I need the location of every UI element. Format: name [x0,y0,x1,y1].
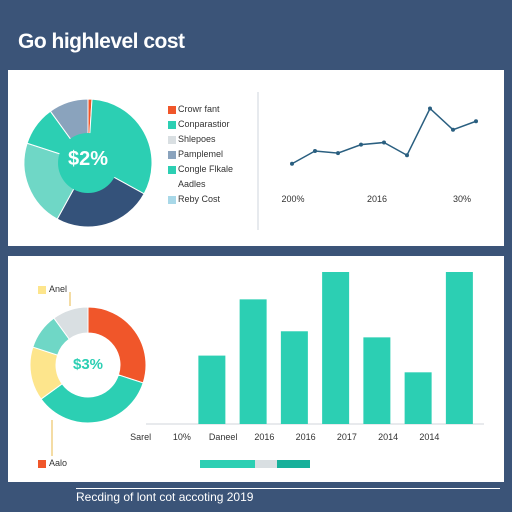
legend-item: Conparastior [168,119,230,131]
line-x-tick: 30% [452,194,472,204]
legend-label: Crowr fant [178,104,220,114]
bar [322,272,350,424]
line-point [359,142,363,147]
legend-label: Anel [49,284,68,294]
page-title: Go highlevel cost [18,30,185,53]
bar-x-tick: 2016 [295,432,316,442]
bar [445,272,473,424]
legend-label: Congle Flkale [178,164,234,174]
legend-item: Reby Cost [168,194,221,206]
legend-item: Aadles [178,179,206,191]
legend-label: Conparastior [178,119,230,129]
top-donut-center-label: $2% [67,148,109,170]
line-point [336,151,340,156]
pie-slice [53,306,89,340]
footer-bar-segment [200,460,255,468]
bar [363,337,391,424]
line-x-tick: 200% [281,194,305,204]
bar [404,372,432,424]
bar [280,331,308,424]
legend-item: Shlepoes [168,134,216,146]
line-point [405,153,409,158]
legend-swatch [38,460,46,468]
bar-x-tick: Daneel [208,432,238,442]
legend-label: Aalo [49,458,68,468]
legend-swatch [168,151,176,159]
legend-label: Aadles [178,179,206,189]
bar-x-tick: Sarel [130,432,152,442]
pie-slice [87,306,147,384]
line-point [474,119,478,124]
line-point [382,140,386,145]
legend-label: Pamplemel [178,149,224,159]
line-point [313,149,317,153]
bar [239,299,267,424]
line-x-tick: 2016 [366,194,388,204]
legend-label: Shlepoes [178,134,216,144]
legend-item: Pamplemel [168,149,224,161]
legend-swatch [168,136,176,144]
legend-swatch [168,166,176,174]
footer-divider [76,488,500,489]
legend-swatch [168,196,176,204]
bar [198,355,226,424]
line-point [428,106,432,111]
legend-item: Congle Flkale [168,164,234,176]
legend-label: Reby Cost [178,194,221,204]
pie-slice [56,162,145,228]
pie-slice [40,374,144,424]
bar-x-tick: 2014 [378,432,399,442]
bar-x-tick: 2016 [254,432,275,442]
bar-x-tick: 2014 [419,432,440,442]
legend-item: Crowr fant [168,104,220,116]
footer-bar-segment [277,460,310,468]
bottom-donut-center-label: $3% [72,356,104,373]
bar-x-tick: 10% [172,432,191,442]
footer-caption: Recding of lont cot accoting 2019 [76,490,254,504]
donut-center [58,133,118,193]
legend-swatch [168,106,176,114]
legend-swatch [168,121,176,129]
footer-bar-segment [255,460,277,468]
line-series [291,107,477,165]
legend-swatch [38,286,46,294]
line-point [290,161,294,166]
line-point [451,127,455,132]
bar-x-tick: 2017 [336,432,357,442]
